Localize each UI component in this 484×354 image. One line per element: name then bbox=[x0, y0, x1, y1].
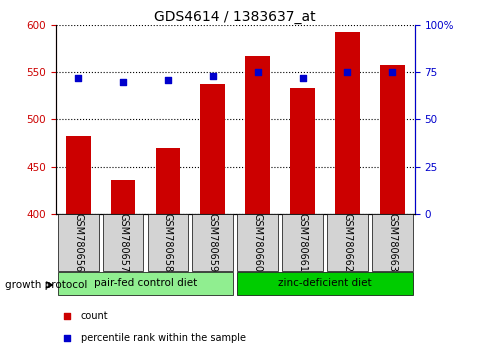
FancyBboxPatch shape bbox=[103, 214, 143, 271]
FancyBboxPatch shape bbox=[326, 214, 367, 271]
Bar bbox=[110, 180, 135, 214]
Point bbox=[119, 79, 127, 84]
Point bbox=[209, 73, 216, 79]
Text: GSM780662: GSM780662 bbox=[342, 213, 352, 272]
Text: GSM780657: GSM780657 bbox=[118, 213, 128, 272]
Point bbox=[253, 69, 261, 75]
FancyBboxPatch shape bbox=[58, 214, 98, 271]
FancyBboxPatch shape bbox=[147, 214, 188, 271]
Text: growth protocol: growth protocol bbox=[5, 280, 87, 290]
Title: GDS4614 / 1383637_at: GDS4614 / 1383637_at bbox=[154, 10, 316, 24]
Bar bbox=[155, 148, 180, 214]
Text: pair-fed control diet: pair-fed control diet bbox=[94, 278, 197, 288]
Bar bbox=[200, 85, 225, 214]
Point bbox=[343, 69, 350, 75]
Text: GSM780659: GSM780659 bbox=[207, 213, 217, 272]
Point bbox=[164, 77, 171, 82]
Point bbox=[388, 69, 395, 75]
Bar bbox=[289, 88, 314, 214]
FancyBboxPatch shape bbox=[237, 272, 412, 295]
Text: GSM780663: GSM780663 bbox=[386, 213, 396, 272]
Text: GSM780660: GSM780660 bbox=[252, 213, 262, 272]
Bar bbox=[379, 64, 404, 214]
Point bbox=[74, 75, 82, 81]
Text: zinc-deficient diet: zinc-deficient diet bbox=[277, 278, 371, 288]
Text: GSM780658: GSM780658 bbox=[163, 213, 173, 272]
Point bbox=[62, 313, 70, 319]
Point bbox=[298, 75, 306, 81]
Bar bbox=[66, 136, 91, 214]
FancyBboxPatch shape bbox=[282, 214, 322, 271]
FancyBboxPatch shape bbox=[58, 272, 233, 295]
Text: count: count bbox=[81, 311, 108, 321]
FancyBboxPatch shape bbox=[192, 214, 233, 271]
Text: percentile rank within the sample: percentile rank within the sample bbox=[81, 332, 245, 343]
FancyBboxPatch shape bbox=[371, 214, 412, 271]
Bar bbox=[245, 56, 270, 214]
FancyBboxPatch shape bbox=[237, 214, 277, 271]
Bar bbox=[334, 32, 359, 214]
Point bbox=[62, 335, 70, 341]
Text: GSM780661: GSM780661 bbox=[297, 213, 307, 272]
Text: GSM780656: GSM780656 bbox=[73, 213, 83, 272]
